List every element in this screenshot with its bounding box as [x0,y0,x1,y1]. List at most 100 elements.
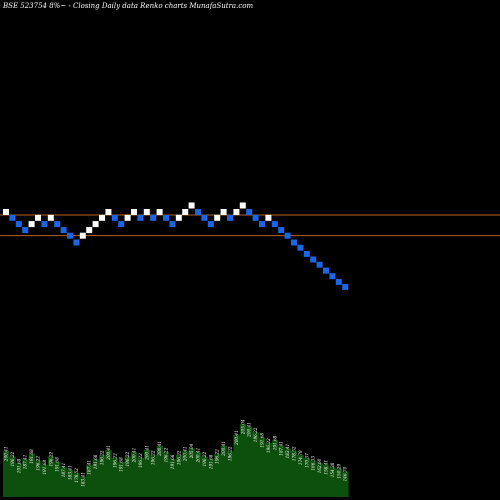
renko-brick-2 [15,221,22,228]
renko-brick-5 [35,214,41,221]
price-label-7: 196.22 [48,452,53,467]
price-label-40: 191.68 [260,433,265,448]
renko-brick-46 [297,244,304,251]
renko-brick-33 [214,214,221,221]
price-label-34: 200.41 [221,441,226,457]
chart-title: BSE 523754 8%~ - Closing Daily data Renk… [2,2,253,10]
renko-brick-10 [67,232,73,239]
price-labels: 200.41 196.22 191.68 187.41 191.68 196.22 191.… [4,419,348,487]
price-label-19: 196.22 [125,452,130,467]
renko-brick-52 [335,278,342,285]
price-label-30: 200.41 [196,448,201,464]
renko-brick-45 [291,239,297,246]
renko-brick-25 [163,214,169,221]
price-label-48: 166.33 [311,456,316,471]
renko-brick-32 [207,221,214,228]
price-label-18: 191.68 [119,457,124,472]
price-label-15: 196.22 [100,450,105,465]
renko-brick-26 [169,221,176,228]
renko-brick-41 [265,214,272,221]
renko-brick-53 [342,283,349,290]
price-label-43: 187.41 [279,441,284,456]
renko-brick-47 [303,250,310,257]
price-label-32: 191.68 [208,454,213,469]
price-label-46: 174.79 [298,450,303,465]
renko-brick-27 [175,214,182,221]
price-label-11: 178.52 [74,468,79,483]
price-label-13: 187.41 [87,460,92,475]
volume-area [3,424,349,497]
price-label-42: 191.68 [272,435,277,450]
renko-brick-3 [22,227,29,234]
renko-brick-21 [137,214,144,221]
price-label-29: 205.04 [189,443,194,459]
price-label-5: 196.22 [36,456,41,471]
price-label-16: 200.41 [106,445,111,461]
price-label-8: 191.68 [55,457,60,472]
renko-brick-24 [156,209,163,215]
renko-brick-4 [28,221,35,228]
renko-brick-13 [86,227,93,234]
renko-brick-0 [3,209,9,215]
renko-brick-35 [227,214,233,221]
renko-brick-36 [233,209,240,215]
renko-brick-17 [111,214,118,221]
price-label-14: 191.68 [93,454,98,469]
price-label-50: 158.41 [324,460,329,475]
price-label-31: 196.22 [202,452,207,467]
renko-brick-38 [246,209,253,215]
renko-brick-28 [182,209,189,215]
renko-brick-43 [278,227,285,234]
renko-brick-51 [329,273,336,280]
volume-fill [3,424,349,497]
renko-brick-34 [220,209,227,215]
renko-brick-16 [105,209,112,215]
renko-brick-6 [41,221,48,228]
price-label-17: 196.22 [112,453,117,468]
price-label-2: 191.68 [16,458,21,473]
price-label-9: 187.41 [61,463,66,478]
price-label-23: 196.22 [151,450,156,465]
renko-brick-30 [195,209,201,215]
price-label-10: 183.41 [68,465,73,480]
renko-brick-14 [92,221,99,228]
price-label-24: 200.41 [157,441,162,457]
renko-brick-42 [271,221,278,228]
price-label-3: 187.41 [23,455,28,470]
price-label-27: 196.22 [176,450,181,465]
renko-brick-44 [284,232,291,239]
renko-brick-9 [60,227,67,234]
renko-brick-23 [150,214,157,221]
price-label-0: 200.41 [4,446,9,462]
renko-brick-1 [9,214,16,221]
renko-brick-18 [118,221,125,228]
price-label-6: 191.68 [42,460,47,475]
renko-brick-8 [54,221,61,228]
price-label-22: 200.41 [144,445,149,461]
renko-brick-50 [323,267,329,274]
price-label-21: 196.22 [138,453,143,468]
price-label-33: 196.22 [215,449,220,464]
price-label-39: 196.22 [253,427,258,442]
renko-brick-40 [259,221,265,228]
renko-brick-20 [131,209,137,215]
price-label-20: 200.41 [132,448,137,464]
price-label-4: 191.68 [29,449,34,464]
renko-brick-15 [99,214,105,221]
price-label-38: 200.41 [247,422,252,438]
price-label-28: 200.41 [183,446,188,462]
renko-bricks [3,202,349,290]
price-label-35: 196.22 [228,446,233,461]
price-label-44: 183.41 [285,444,290,459]
renko-brick-22 [143,209,150,215]
renko-brick-11 [73,239,80,246]
price-label-52: 150.29 [336,464,341,479]
price-label-26: 191.68 [170,454,175,469]
price-label-1: 196.22 [10,452,15,467]
renko-brick-39 [252,214,259,221]
price-label-41: 196.22 [266,438,271,453]
price-label-49: 162.60 [317,458,322,473]
renko-brick-48 [310,256,317,263]
price-label-36: 200.41 [234,430,239,446]
